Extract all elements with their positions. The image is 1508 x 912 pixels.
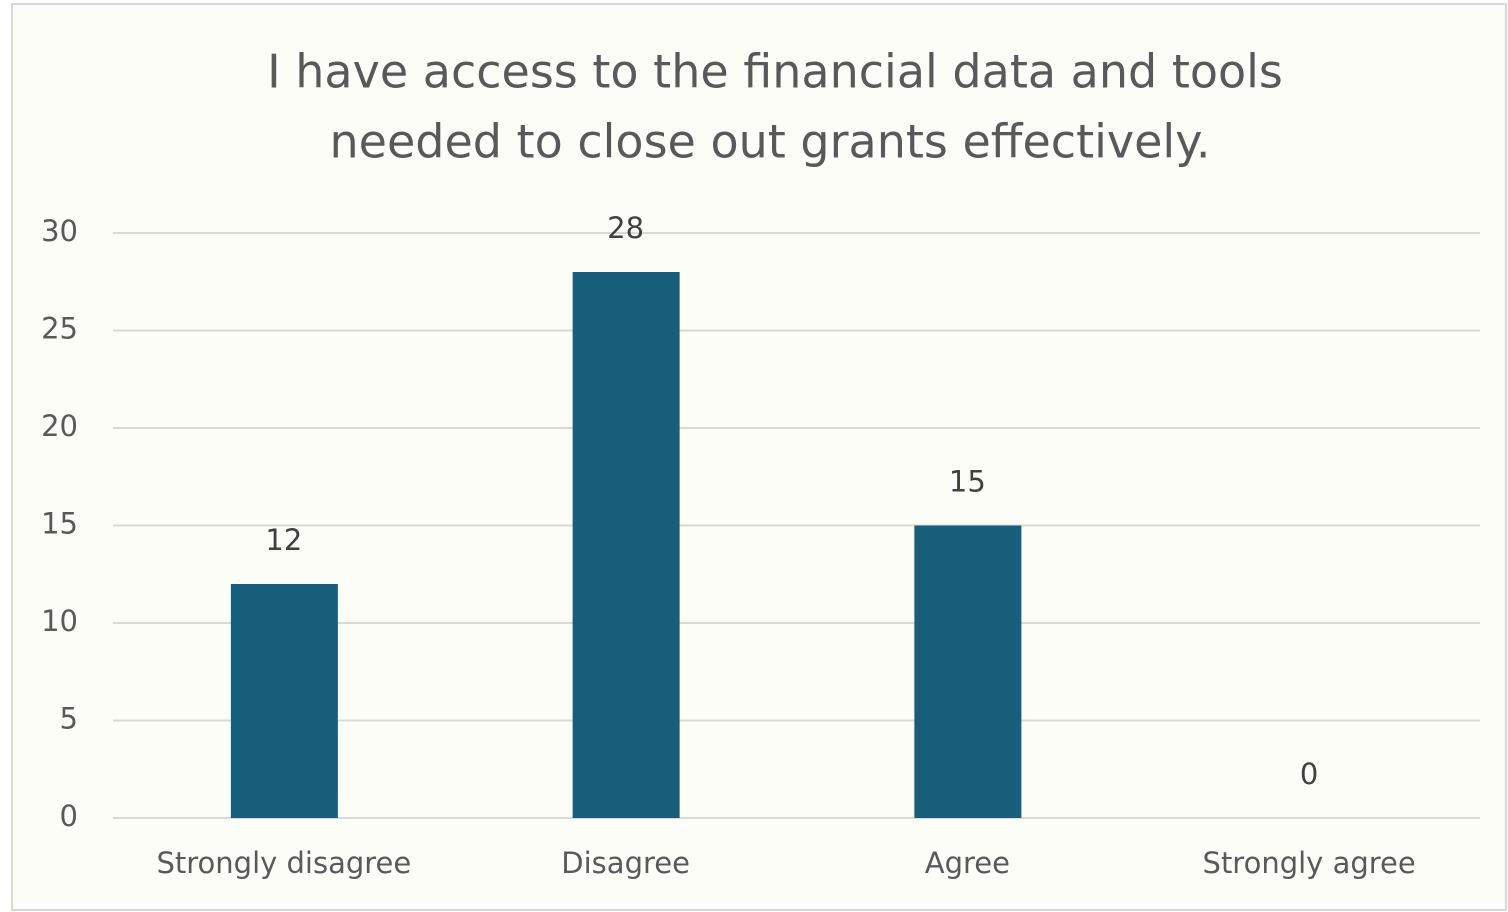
y-tick-label: 0 xyxy=(60,799,78,833)
x-tick-label: Agree xyxy=(925,846,1010,880)
chart-title: I have access to the financial data and … xyxy=(267,45,1283,99)
data-label: 28 xyxy=(607,211,644,245)
bar xyxy=(914,525,1022,818)
y-tick-label: 20 xyxy=(41,409,78,443)
y-tick-label: 30 xyxy=(41,214,78,248)
y-tick-label: 5 xyxy=(60,702,78,736)
data-label: 0 xyxy=(1300,757,1318,791)
chart-title: needed to close out grants effectively. xyxy=(329,115,1210,169)
bar xyxy=(230,584,338,818)
x-tick-label: Strongly disagree xyxy=(156,846,411,880)
y-tick-label: 25 xyxy=(41,312,78,346)
y-tick-label: 15 xyxy=(41,507,78,541)
x-tick-label: Strongly agree xyxy=(1203,846,1416,880)
data-label: 15 xyxy=(949,465,986,499)
x-tick-label: Disagree xyxy=(561,846,690,880)
y-tick-label: 10 xyxy=(41,604,78,638)
bar xyxy=(572,272,680,818)
data-label: 12 xyxy=(265,523,302,557)
